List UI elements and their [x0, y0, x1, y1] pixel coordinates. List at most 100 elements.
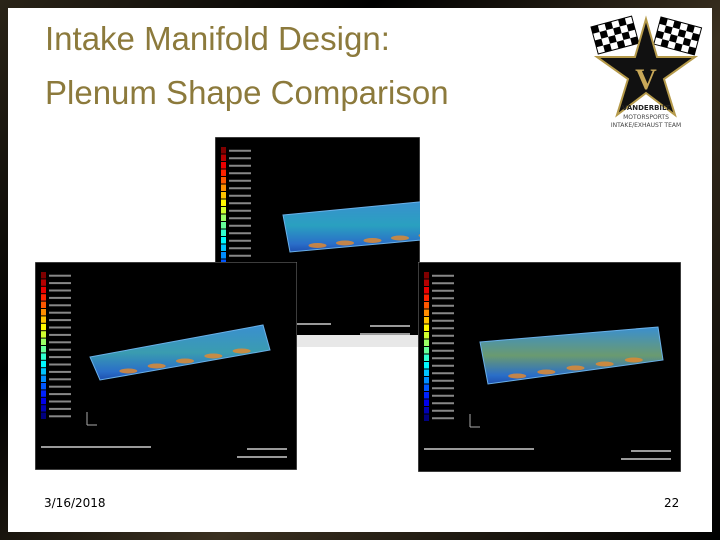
logo-text: VANDERBILT [622, 104, 670, 112]
colorbar-label [49, 400, 71, 403]
colorbar-swatch [221, 147, 226, 154]
status-text [424, 448, 534, 450]
colorbar-label [229, 179, 251, 182]
status-text [41, 446, 151, 448]
colorbar-swatch [424, 384, 429, 391]
colorbar-swatch [424, 272, 429, 279]
colorbar-swatch [221, 169, 226, 176]
colorbar-swatch [221, 177, 226, 184]
hot-spot [308, 243, 327, 248]
colorbar-swatch [424, 407, 429, 414]
cfd-screenshot [418, 262, 681, 472]
hot-spot [391, 235, 409, 241]
colorbar-swatch [41, 353, 46, 360]
colorbar-swatch [221, 237, 226, 244]
colorbar-label [49, 363, 71, 366]
status-text [370, 325, 410, 327]
colorbar-label [49, 333, 71, 336]
hot-spot [119, 368, 138, 374]
status-text [247, 448, 287, 450]
status-text [237, 456, 287, 458]
colorbar-label [229, 239, 251, 242]
colorbar-swatch [424, 399, 429, 406]
colorbar-swatch [221, 199, 226, 206]
hot-spot [232, 348, 251, 354]
colorbar-swatch [41, 286, 46, 294]
colorbar-swatch [221, 214, 226, 221]
colorbar-swatch [221, 184, 226, 191]
colorbar-swatch [221, 222, 226, 229]
colorbar-swatch [41, 405, 46, 412]
colorbar-swatch [424, 362, 429, 369]
colorbar-label [229, 224, 251, 227]
status-text [621, 458, 671, 460]
colorbar-label [432, 274, 454, 277]
hot-spot [537, 369, 556, 375]
colorbar-label [229, 217, 251, 220]
colorbar-label [229, 254, 251, 257]
colorbar-label [432, 304, 454, 307]
colorbar-label [49, 356, 71, 359]
colorbar-label [432, 319, 454, 322]
colorbar-label [432, 297, 454, 300]
colorbar-swatch [41, 390, 46, 397]
colorbar-label [229, 209, 251, 212]
colorbar-swatch [424, 339, 429, 346]
colorbar-swatch [41, 316, 46, 323]
hot-spot [624, 357, 643, 363]
hot-spot [418, 234, 420, 237]
colorbar-swatch [41, 412, 46, 419]
checkered-flags [590, 15, 703, 56]
logo-text: INTAKE/EXHAUST TEAM [611, 122, 681, 129]
colorbar-swatch [41, 294, 46, 301]
colorbar-swatch [424, 287, 429, 294]
colorbar-swatch [41, 279, 46, 286]
colorbar-label [432, 342, 454, 345]
colorbar-label [432, 372, 454, 375]
page-number: 22 [664, 496, 680, 510]
colorbar-label [49, 393, 71, 396]
colorbar-label [49, 282, 71, 285]
colorbar-label [49, 378, 71, 381]
colorbar-swatch [424, 279, 429, 286]
colorbar-label [49, 385, 71, 388]
plenum [479, 326, 664, 385]
colorbar-swatch [41, 309, 46, 316]
colorbar-label [229, 157, 251, 160]
colorbar-swatch [424, 414, 429, 421]
colorbar-swatch [424, 324, 429, 331]
colorbar-label [432, 409, 454, 412]
colorbar-swatch [221, 229, 226, 236]
slide-body: Intake Manifold Design: Plenum Shape Com… [8, 8, 712, 532]
hot-spot [566, 365, 585, 371]
colorbar-label [229, 202, 251, 205]
colorbar-label [49, 415, 71, 418]
hot-spot [508, 373, 527, 379]
colorbar-label [229, 172, 251, 175]
title-line: Plenum Shape Comparison [45, 74, 449, 111]
colorbar-label [49, 289, 71, 292]
colorbar-swatch [41, 331, 46, 338]
hot-spot [363, 238, 382, 243]
colorbar-label [49, 326, 71, 329]
colorbar-label [49, 407, 71, 410]
colorbar-swatch [424, 392, 429, 399]
colorbar-label [432, 379, 454, 382]
colorbar-label [432, 334, 454, 337]
colorbar-label [229, 164, 251, 167]
colorbar-swatch [221, 162, 226, 169]
colorbar-label [432, 312, 454, 315]
colorbar-swatch [41, 368, 46, 375]
colorbar-label [432, 289, 454, 292]
footer-date: 3/16/2018 [44, 496, 106, 510]
cfd-screenshot [35, 262, 297, 470]
colorbar-swatch [424, 294, 429, 301]
plenum [282, 201, 420, 253]
colorbar-label [229, 232, 251, 235]
colorbar-label [49, 304, 71, 307]
title-line: Intake Manifold Design: [45, 20, 390, 57]
colorbar-swatch [41, 323, 46, 331]
colorbar-label [229, 149, 251, 152]
